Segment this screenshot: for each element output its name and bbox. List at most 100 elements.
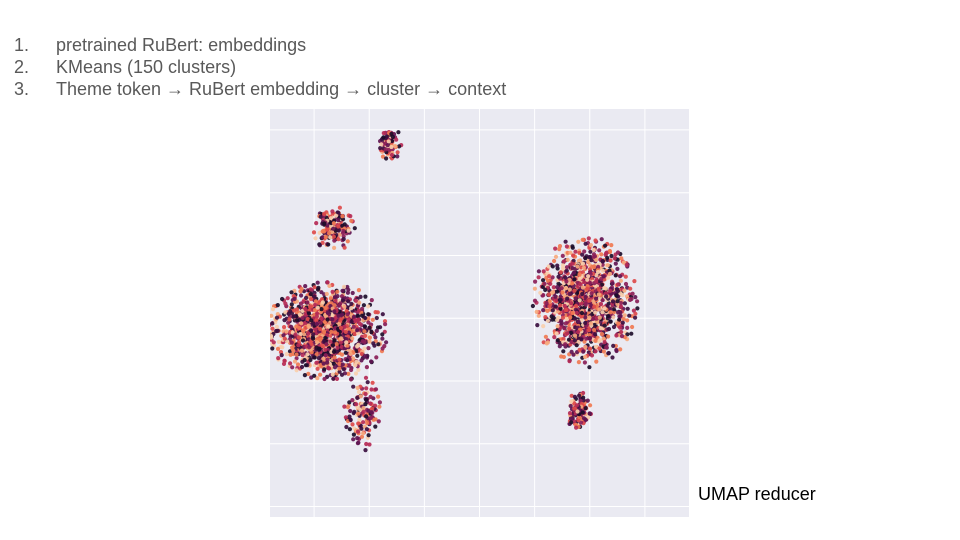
scatter-point	[355, 429, 361, 434]
scatter-point	[542, 281, 547, 286]
scatter-point	[373, 424, 378, 429]
scatter-point	[615, 288, 621, 294]
scatter-point	[593, 344, 598, 349]
scatter-point	[580, 410, 585, 415]
scatter-point	[600, 262, 605, 267]
scatter-point	[383, 322, 388, 327]
scatter-point	[311, 336, 316, 341]
scatter-point	[577, 347, 582, 352]
scatter-point	[327, 283, 332, 288]
scatter-point	[280, 345, 285, 350]
scatter-point	[348, 417, 353, 422]
scatter-point	[354, 359, 359, 364]
scatter-point	[356, 411, 361, 416]
scatter-point	[601, 349, 606, 354]
scatter-point	[594, 296, 599, 301]
scatter-point	[307, 308, 312, 313]
scatter-point	[300, 338, 306, 343]
scatter-point	[281, 333, 286, 338]
scatter-point	[288, 309, 293, 314]
scatter-point	[318, 372, 323, 377]
scatter-point	[341, 367, 346, 372]
scatter-point	[323, 353, 328, 358]
scatter-point	[338, 301, 343, 306]
scatter-point	[570, 244, 575, 249]
scatter-point	[615, 250, 621, 255]
scatter-point	[580, 261, 586, 266]
scatter-point	[343, 329, 348, 334]
scatter-point	[353, 371, 359, 376]
scatter-point	[313, 327, 318, 332]
scatter-point	[290, 345, 295, 350]
scatter-point	[297, 325, 302, 330]
scatter-svg	[270, 109, 689, 517]
scatter-point	[630, 324, 635, 330]
scatter-point	[558, 303, 563, 308]
scatter-point	[582, 280, 587, 285]
scatter-point	[350, 290, 355, 296]
scatter-point	[587, 411, 592, 416]
scatter-point	[393, 143, 398, 149]
scatter-point	[321, 329, 327, 334]
scatter-point	[368, 394, 373, 399]
scatter-point	[581, 398, 586, 403]
scatter-point	[325, 227, 330, 232]
scatter-point	[341, 228, 346, 234]
scatter-point	[595, 319, 600, 324]
scatter-point	[541, 293, 546, 298]
scatter-point	[294, 352, 299, 357]
scatter-point	[550, 264, 555, 269]
scatter-point	[369, 387, 374, 392]
scatter-point	[337, 357, 342, 362]
scatter-point	[305, 352, 310, 357]
scatter-point	[346, 299, 351, 304]
scatter-point	[299, 348, 305, 353]
scatter-point	[382, 319, 388, 324]
scatter-point	[576, 258, 581, 264]
scatter-point	[286, 320, 291, 325]
scatter-point	[274, 315, 280, 320]
scatter-point	[594, 257, 599, 263]
step-text: pretrained RuBert: embeddings	[56, 35, 307, 55]
scatter-point	[386, 139, 391, 144]
scatter-point	[588, 346, 593, 351]
scatter-point	[579, 310, 584, 316]
scatter-point	[362, 324, 367, 329]
scatter-point	[332, 309, 337, 314]
scatter-point	[619, 329, 624, 335]
scatter-point	[380, 154, 386, 159]
scatter-point	[293, 332, 298, 337]
scatter-point	[613, 273, 618, 278]
scatter-point	[377, 400, 382, 405]
scatter-point	[591, 247, 596, 253]
scatter-point	[359, 358, 364, 363]
scatter-point	[541, 278, 546, 283]
scatter-point	[628, 297, 633, 302]
scatter-point	[332, 338, 337, 343]
scatter-point	[289, 290, 294, 295]
scatter-point	[384, 156, 389, 161]
scatter-point	[357, 417, 362, 422]
scatter-point	[320, 240, 325, 245]
scatter-point	[319, 297, 325, 302]
scatter-point	[396, 130, 401, 135]
scatter-point	[600, 298, 605, 303]
scatter-point	[530, 303, 535, 309]
scatter-point	[589, 291, 594, 296]
scatter-point	[536, 275, 541, 280]
scatter-point	[596, 270, 601, 275]
scatter-point	[356, 317, 361, 322]
scatter-point	[564, 268, 569, 273]
scatter-point	[580, 237, 585, 242]
scatter-point	[299, 321, 304, 326]
scatter-point	[615, 282, 621, 287]
scatter-point	[583, 320, 588, 326]
scatter-point	[270, 346, 275, 351]
scatter-point	[608, 310, 613, 315]
scatter-point	[344, 340, 349, 345]
scatter-point	[314, 360, 319, 365]
scatter-point	[290, 365, 295, 370]
scatter-point	[374, 355, 379, 360]
scatter-point	[351, 384, 356, 389]
scatter-point	[586, 274, 591, 279]
